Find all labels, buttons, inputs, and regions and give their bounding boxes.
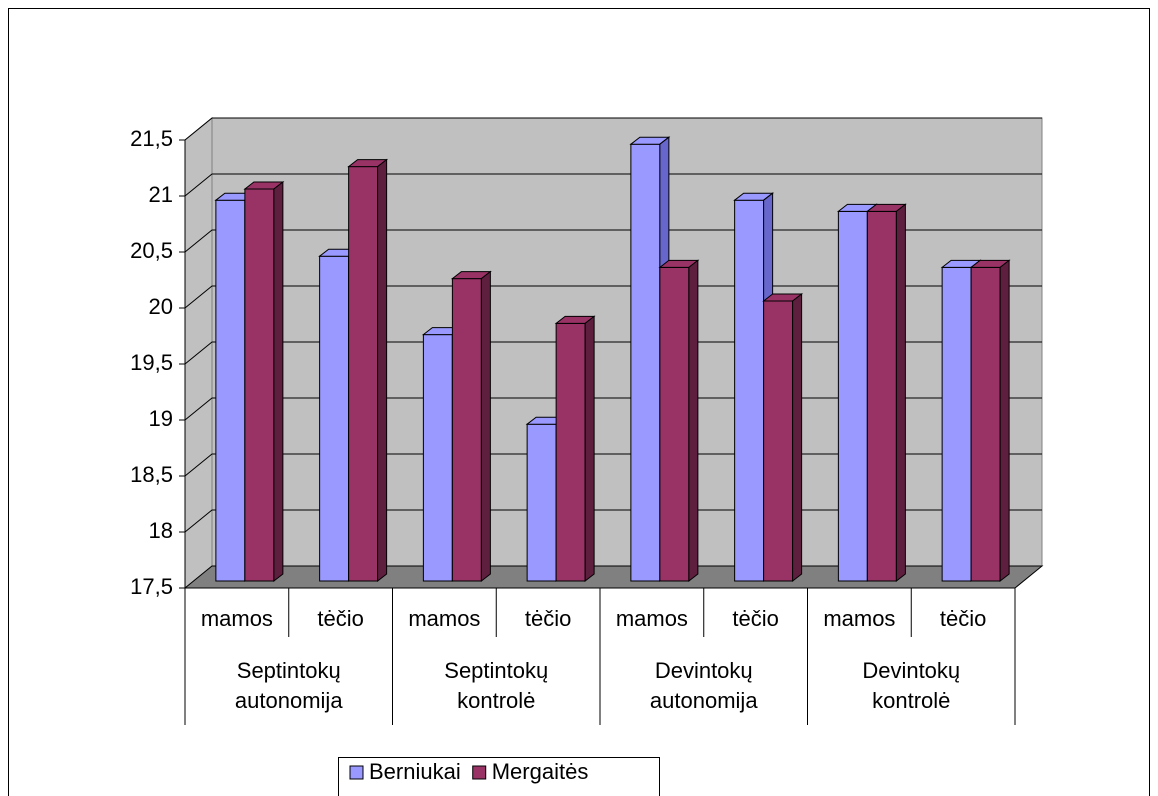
- bar-front: [734, 199, 765, 582]
- x-tick-label: mamos: [408, 606, 480, 631]
- x-tick-label: mamos: [616, 606, 688, 631]
- bar-side: [688, 259, 699, 583]
- x-tick-label: tėčio: [732, 606, 778, 631]
- bar-side: [377, 158, 388, 583]
- floor: [183, 565, 1044, 589]
- group-label: kontrolė: [872, 688, 950, 713]
- group-label: Septintokų: [237, 658, 341, 683]
- legend-label: Berniukai: [369, 759, 461, 784]
- y-tick-label: 21: [149, 182, 173, 207]
- bar-side: [480, 270, 491, 583]
- group-label: Devintokų: [862, 658, 960, 683]
- bar-front: [526, 423, 557, 582]
- bar-front: [451, 278, 482, 582]
- bar-front: [215, 199, 246, 582]
- group-label: Devintokų: [655, 658, 753, 683]
- y-tick-label: 18: [149, 518, 173, 543]
- y-tick-label: 20,5: [130, 238, 173, 263]
- bar-front: [348, 166, 379, 582]
- y-tick-label: 19,5: [130, 350, 173, 375]
- legend-label: Mergaitės: [492, 759, 589, 784]
- bar-front: [244, 188, 275, 582]
- group-label: kontrolė: [457, 688, 535, 713]
- x-tick-label: mamos: [201, 606, 273, 631]
- bar-side: [895, 203, 906, 583]
- bar-front: [422, 334, 453, 582]
- group-label: autonomija: [235, 688, 343, 713]
- grid-line: [184, 117, 1042, 141]
- bar-front: [763, 300, 794, 582]
- legend-box: [338, 757, 660, 796]
- grid-line: [184, 173, 1042, 197]
- y-tick-label: 17,5: [130, 574, 173, 599]
- bar-front: [659, 266, 690, 582]
- y-tick-label: 18,5: [130, 462, 173, 487]
- bar-side: [999, 259, 1010, 583]
- y-tick-label: 20: [149, 294, 173, 319]
- group-label: autonomija: [650, 688, 758, 713]
- chart-frame: [8, 8, 1150, 796]
- bar-front: [319, 255, 350, 582]
- bar-front: [837, 210, 868, 582]
- y-tick-label: 21,5: [130, 126, 173, 151]
- bar-front: [866, 210, 897, 582]
- bar-side: [273, 180, 284, 583]
- bar-front: [941, 266, 972, 582]
- x-tick-label: tėčio: [317, 606, 363, 631]
- legend-swatch: [349, 765, 364, 780]
- legend-swatch: [472, 765, 487, 780]
- bar-front: [555, 322, 586, 582]
- x-tick-label: tėčio: [940, 606, 986, 631]
- bar-side: [792, 292, 803, 583]
- bar-front: [970, 266, 1001, 582]
- y-tick-label: 19: [149, 406, 173, 431]
- bar-side: [584, 315, 595, 583]
- x-tick-label: tėčio: [525, 606, 571, 631]
- bar-front: [630, 143, 661, 582]
- group-label: Septintokų: [444, 658, 548, 683]
- x-tick-label: mamos: [823, 606, 895, 631]
